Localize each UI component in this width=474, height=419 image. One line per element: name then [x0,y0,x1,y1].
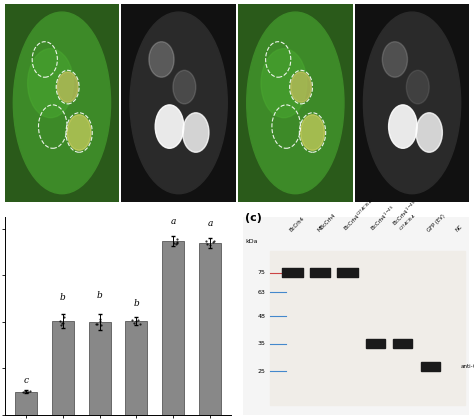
Point [170,240,178,247]
Ellipse shape [383,42,408,77]
Ellipse shape [247,12,344,194]
Point [59,320,67,327]
Point [209,238,217,245]
Bar [199,243,221,415]
Bar [337,268,358,277]
Ellipse shape [130,12,227,194]
Point [130,320,138,326]
Text: BcCrh4$^{C27AC35A}$: BcCrh4$^{C27AC35A}$ [341,198,376,233]
Ellipse shape [57,72,78,102]
Ellipse shape [416,113,442,152]
Bar [270,251,465,405]
Text: 63: 63 [257,290,265,295]
Text: kDa: kDa [245,238,257,243]
Point [134,317,142,324]
Text: GFP (EV): GFP (EV) [427,213,447,233]
Text: BcCrh4$^{1-45}$: BcCrh4$^{1-45}$ [369,204,398,233]
Text: 35: 35 [257,341,265,346]
Text: NC: NC [455,224,463,233]
Point [93,321,101,327]
Bar [393,339,412,348]
Text: MBcCrh4: MBcCrh4 [317,213,337,233]
Point [173,236,181,243]
Bar [52,321,74,415]
Text: 75: 75 [257,270,265,275]
Bar [15,392,37,415]
Ellipse shape [291,72,311,102]
Point [133,318,140,324]
Ellipse shape [149,42,174,77]
Point [173,239,181,246]
Point [97,322,104,328]
Ellipse shape [301,115,324,150]
Text: anti-GFP: anti-GFP [460,364,474,369]
Point [97,318,104,324]
Text: c: c [24,376,28,385]
Text: b: b [60,293,66,302]
Point [56,318,64,325]
Ellipse shape [155,105,184,148]
Bar [283,268,303,277]
Text: a: a [171,217,176,226]
Point [60,313,68,320]
Ellipse shape [261,49,307,118]
Point [203,241,210,248]
Bar [126,321,147,415]
Point [57,321,65,328]
Text: a: a [207,219,213,228]
Point [202,238,210,244]
Text: 48: 48 [257,313,265,318]
Text: b: b [134,300,139,308]
Text: b: b [97,291,102,300]
Point [23,389,31,396]
Point [173,238,181,245]
Point [172,241,180,247]
Point [96,316,103,322]
Point [207,241,214,248]
Ellipse shape [27,49,73,118]
Bar [162,241,184,415]
Point [210,238,218,244]
Point [136,321,144,327]
Bar [421,362,440,371]
Bar [310,268,330,277]
Point [26,388,34,394]
Point [92,321,100,327]
Ellipse shape [406,70,429,104]
Text: BcCrh4: BcCrh4 [289,216,306,233]
Ellipse shape [364,12,461,194]
Ellipse shape [173,70,196,104]
Text: 25: 25 [257,369,265,374]
Ellipse shape [67,115,91,150]
Point [24,389,32,396]
Point [58,320,66,327]
Point [21,388,29,395]
Text: (c): (c) [245,213,262,223]
Point [19,389,27,396]
Point [128,317,136,324]
Ellipse shape [389,105,417,148]
Bar [89,322,111,415]
Text: BcCrh4$^{1-45}$
$_{C27AC35A}$: BcCrh4$^{1-45}$ $_{C27AC35A}$ [391,198,426,233]
Ellipse shape [182,113,209,152]
Bar [366,339,385,348]
Ellipse shape [13,12,110,194]
